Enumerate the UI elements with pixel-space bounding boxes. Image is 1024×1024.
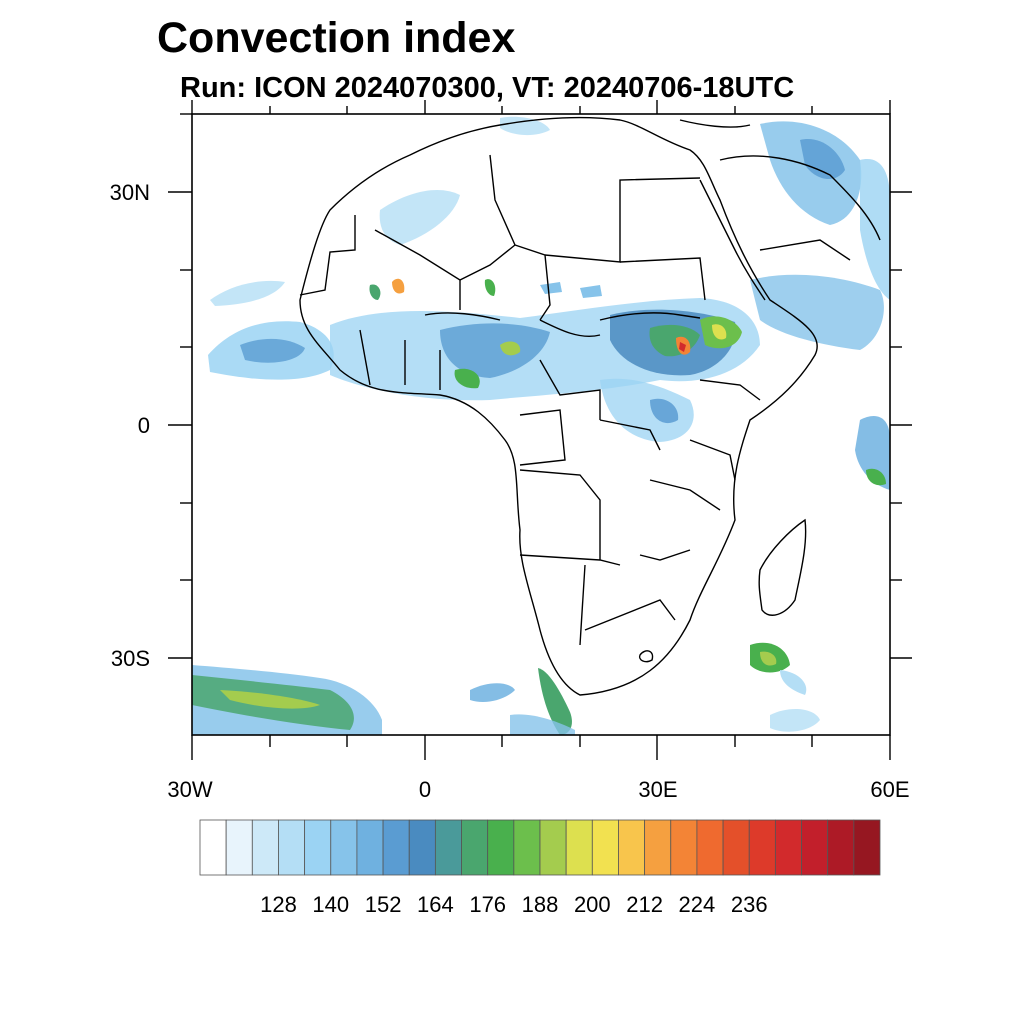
convection-field (192, 116, 890, 735)
y-tick-label-30s: 30S (111, 646, 150, 671)
colorbar-label: 128 (260, 892, 297, 917)
plot-frame (191, 113, 891, 736)
colorbar-swatch (565, 819, 593, 876)
tick-marks (168, 100, 912, 760)
colorbar-swatch (670, 819, 698, 876)
colorbar-swatch (225, 819, 253, 876)
colorbar-swatch (434, 819, 462, 876)
colorbar-swatch (644, 819, 672, 876)
colorbar-swatch (591, 819, 619, 876)
colorbar-swatch (251, 819, 279, 876)
y-tick-label-30n: 30N (110, 180, 150, 205)
x-tick-label-60e: 60E (870, 777, 909, 802)
colorbar-swatch (801, 819, 829, 876)
colorbar-swatch (748, 819, 776, 876)
colorbar-swatch (408, 819, 436, 876)
colorbar-swatch (304, 819, 332, 876)
colorbar-swatch (722, 819, 750, 876)
colorbar-label: 164 (417, 892, 454, 917)
colorbar-swatch (513, 819, 541, 876)
colorbar (199, 819, 881, 876)
colorbar-label: 176 (469, 892, 506, 917)
colorbar-swatch (853, 819, 881, 876)
map-title: Convection index (157, 14, 516, 62)
colorbar-swatch (827, 819, 855, 876)
colorbar-label: 200 (574, 892, 611, 917)
colorbar-swatch (278, 819, 306, 876)
x-tick-label-0: 0 (419, 777, 431, 802)
colorbar-swatch (487, 819, 515, 876)
colorbar-label: 212 (626, 892, 663, 917)
colorbar-swatch (618, 819, 646, 876)
country-borders (299, 116, 881, 696)
colorbar-swatch (382, 819, 410, 876)
x-tick-label-30e: 30E (638, 777, 677, 802)
colorbar-label: 140 (312, 892, 349, 917)
y-tick-label-0: 0 (138, 413, 150, 438)
colorbar-swatch (539, 819, 567, 876)
colorbar-label: 152 (365, 892, 402, 917)
colorbar-swatch (774, 819, 802, 876)
colorbar-swatch (461, 819, 489, 876)
colorbar-label: 188 (522, 892, 559, 917)
colorbar-swatch (199, 819, 227, 876)
colorbar-swatch (356, 819, 384, 876)
colorbar-label: 236 (731, 892, 768, 917)
colorbar-label: 224 (679, 892, 716, 917)
map-subtitle: Run: ICON 2024070300, VT: 20240706-18UTC (180, 72, 795, 104)
colorbar-swatch (696, 819, 724, 876)
colorbar-swatch (330, 819, 358, 876)
x-tick-label-30w: 30W (167, 777, 212, 802)
colorbar-labels: 128 140 152 164 176 188 200 212 224 236 (260, 892, 767, 917)
